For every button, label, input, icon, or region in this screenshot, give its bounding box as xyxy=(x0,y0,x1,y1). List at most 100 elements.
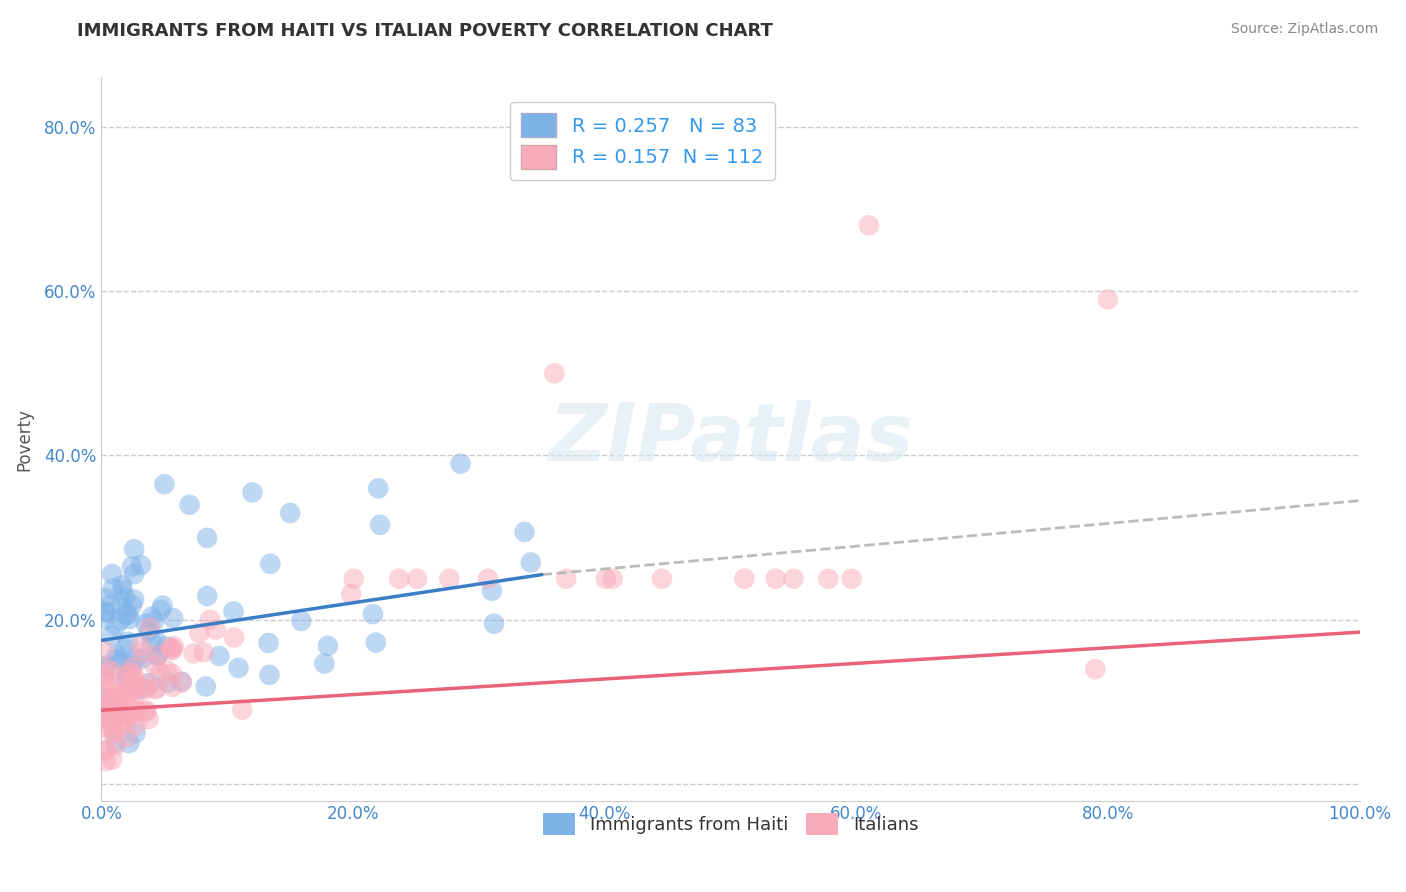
Point xyxy=(112,718,135,732)
Point xyxy=(765,572,787,586)
Point xyxy=(107,652,129,666)
Point xyxy=(94,755,117,769)
Point xyxy=(127,704,149,718)
Point xyxy=(118,700,141,714)
Point xyxy=(104,736,127,750)
Point xyxy=(111,654,134,668)
Point xyxy=(104,619,127,633)
Point xyxy=(257,636,280,650)
Point xyxy=(110,599,132,613)
Point xyxy=(314,657,336,671)
Point xyxy=(96,709,118,723)
Point xyxy=(101,692,124,706)
Point xyxy=(94,606,117,620)
Point xyxy=(439,572,461,586)
Point xyxy=(114,607,136,622)
Point xyxy=(108,699,131,714)
Point xyxy=(146,648,169,662)
Point xyxy=(242,485,264,500)
Point xyxy=(198,613,221,627)
Point xyxy=(340,587,363,601)
Point xyxy=(105,692,128,706)
Point xyxy=(118,612,141,626)
Point xyxy=(100,629,122,643)
Point xyxy=(110,698,132,713)
Point xyxy=(125,718,148,732)
Point xyxy=(120,665,142,680)
Point xyxy=(98,598,121,612)
Point xyxy=(343,572,366,586)
Point xyxy=(101,694,124,708)
Point xyxy=(193,645,215,659)
Point xyxy=(134,705,156,719)
Point xyxy=(115,668,138,682)
Point xyxy=(101,566,124,581)
Point xyxy=(170,675,193,690)
Point xyxy=(94,700,117,714)
Point xyxy=(179,498,201,512)
Point xyxy=(107,718,129,732)
Point xyxy=(155,640,177,654)
Point xyxy=(142,615,165,629)
Point xyxy=(134,681,156,696)
Point xyxy=(482,616,505,631)
Point xyxy=(93,644,115,658)
Point xyxy=(817,572,839,586)
Point xyxy=(115,684,138,698)
Point xyxy=(543,366,565,380)
Point xyxy=(125,651,148,665)
Y-axis label: Poverty: Poverty xyxy=(15,408,32,470)
Point xyxy=(93,670,115,684)
Point xyxy=(117,665,139,679)
Point xyxy=(162,680,184,694)
Point xyxy=(146,648,169,663)
Point xyxy=(105,648,128,662)
Point xyxy=(520,556,543,570)
Point xyxy=(108,706,131,720)
Point xyxy=(162,642,184,657)
Point xyxy=(122,671,145,685)
Point xyxy=(100,664,122,678)
Point xyxy=(222,631,245,645)
Point xyxy=(93,710,115,724)
Point xyxy=(122,567,145,582)
Point xyxy=(103,695,125,709)
Point xyxy=(132,645,155,659)
Point xyxy=(160,643,183,657)
Point xyxy=(162,611,184,625)
Point xyxy=(139,620,162,634)
Point xyxy=(105,700,128,714)
Point xyxy=(128,682,150,697)
Point xyxy=(152,599,174,613)
Point xyxy=(513,524,536,539)
Point xyxy=(114,641,136,656)
Point xyxy=(159,640,181,655)
Point xyxy=(129,558,152,573)
Point xyxy=(104,739,127,753)
Point xyxy=(170,674,193,689)
Point xyxy=(96,676,118,690)
Point xyxy=(135,703,157,717)
Point xyxy=(858,219,880,233)
Point xyxy=(97,662,120,676)
Point xyxy=(94,660,117,674)
Point xyxy=(121,559,143,574)
Point xyxy=(195,531,218,545)
Point xyxy=(94,604,117,618)
Point xyxy=(111,583,134,598)
Point xyxy=(98,683,121,698)
Point xyxy=(131,652,153,666)
Point xyxy=(121,598,143,612)
Point xyxy=(481,583,503,598)
Point xyxy=(97,695,120,709)
Point xyxy=(101,712,124,726)
Point xyxy=(121,674,143,689)
Point xyxy=(117,730,139,744)
Point xyxy=(111,578,134,592)
Point xyxy=(118,707,141,722)
Point xyxy=(94,743,117,757)
Point xyxy=(98,701,121,715)
Text: IMMIGRANTS FROM HAITI VS ITALIAN POVERTY CORRELATION CHART: IMMIGRANTS FROM HAITI VS ITALIAN POVERTY… xyxy=(77,22,773,40)
Point xyxy=(782,572,804,586)
Point xyxy=(1084,662,1107,676)
